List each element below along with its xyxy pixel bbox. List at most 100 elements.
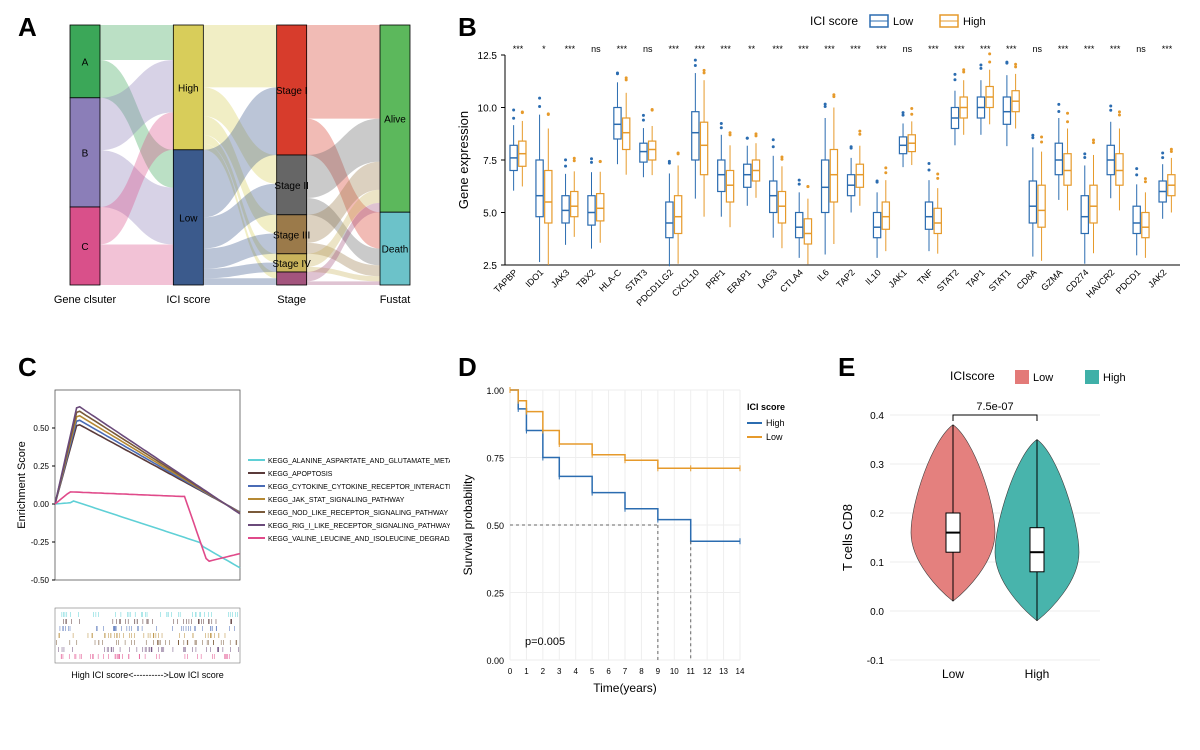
svg-text:High ICI score<---------->Low: High ICI score<---------->Low ICI score [71,670,224,680]
gsea-chart: -0.50 -0.25 0.00 0.25 0.50 Enrichment Score KE… [10,350,450,730]
svg-text:PRF1: PRF1 [704,267,727,290]
svg-text:2.5: 2.5 [483,261,497,272]
svg-text:0.00: 0.00 [486,656,504,666]
svg-text:Alive: Alive [384,115,406,126]
svg-text:**: ** [748,44,756,54]
svg-text:KEGG_VALINE_LEUCINE_AND_ISOLEU: KEGG_VALINE_LEUCINE_AND_ISOLEUCINE_DEGRA… [268,536,450,543]
svg-text:-0.1: -0.1 [867,656,885,667]
panel-a-label: A [18,12,37,43]
panel-a: A ABCHighLowStage IStage IIStage IIIStag… [10,10,450,350]
svg-text:HAVCR2: HAVCR2 [1084,267,1116,299]
svg-text:CXCL10: CXCL10 [670,267,701,298]
svg-text:6: 6 [606,667,611,676]
svg-text:GZMA: GZMA [1039,267,1064,292]
svg-text:***: *** [1006,44,1017,54]
svg-text:3: 3 [557,667,562,676]
svg-text:***: *** [565,44,576,54]
svg-text:Low: Low [766,432,783,442]
svg-text:***: *** [980,44,991,54]
boxplot-chart: 2.55.07.510.012.5Gene expressionICI scor… [450,10,1190,350]
svg-text:p=0.005: p=0.005 [525,636,565,648]
svg-text:***: *** [772,44,783,54]
svg-text:***: *** [928,44,939,54]
svg-text:0.50: 0.50 [33,424,49,433]
svg-text:*: * [542,44,546,54]
svg-text:1.00: 1.00 [486,386,504,396]
svg-text:0: 0 [508,667,513,676]
svg-text:KEGG_JAK_STAT_SIGNALING_PATHWA: KEGG_JAK_STAT_SIGNALING_PATHWAY [268,497,405,504]
svg-text:STAT2: STAT2 [935,267,961,293]
panel-e-label: E [838,352,855,383]
svg-text:B: B [82,148,89,159]
svg-text:CTLA4: CTLA4 [778,267,805,294]
svg-text:7: 7 [623,667,628,676]
svg-text:KEGG_RIG_I_LIKE_RECEPTOR_SIGNA: KEGG_RIG_I_LIKE_RECEPTOR_SIGNALING_PATHW… [268,523,450,530]
svg-text:Low: Low [1033,372,1053,384]
svg-text:***: *** [694,44,705,54]
svg-text:ICI score: ICI score [747,402,785,412]
svg-text:ICI score: ICI score [166,294,210,306]
svg-text:ns: ns [903,44,913,54]
svg-text:***: *** [617,44,628,54]
sankey-chart: ABCHighLowStage IStage IIStage IIIStage … [10,10,440,330]
svg-text:-0.25: -0.25 [31,538,50,547]
svg-text:ICIscore: ICIscore [950,369,995,383]
svg-text:0.4: 0.4 [870,411,884,422]
panel-c: C -0.50-0.250.000.250.50Enrichment Score… [10,350,450,740]
svg-text:Death: Death [382,245,409,256]
svg-text:***: *** [668,44,679,54]
svg-text:High: High [963,16,986,28]
svg-text:TNF: TNF [915,267,935,287]
svg-text:0.00: 0.00 [33,500,49,509]
svg-text:KEGG_ALANINE_ASPARTATE_AND_GLU: KEGG_ALANINE_ASPARTATE_AND_GLUTAMATE_MET… [268,458,450,465]
svg-text:0.50: 0.50 [486,521,504,531]
svg-text:***: *** [850,44,861,54]
svg-text:0.3: 0.3 [870,460,884,471]
svg-text:1: 1 [524,667,529,676]
svg-text:CD8A: CD8A [1015,267,1039,291]
svg-text:Enrichment Score: Enrichment Score [16,441,28,528]
svg-text:KEGG_APOPTOSIS: KEGG_APOPTOSIS [268,471,333,478]
svg-text:***: *** [720,44,731,54]
svg-text:KEGG_NOD_LIKE_RECEPTOR_SIGNALI: KEGG_NOD_LIKE_RECEPTOR_SIGNALING_PATHWAY [268,510,448,517]
svg-text:0.75: 0.75 [486,454,504,464]
svg-text:KEGG_CYTOKINE_CYTOKINE_RECEPTO: KEGG_CYTOKINE_CYTOKINE_RECEPTOR_INTERACT… [268,484,450,491]
svg-text:JAK1: JAK1 [887,267,909,289]
svg-text:14: 14 [736,667,745,676]
svg-text:10: 10 [670,667,679,676]
svg-text:4: 4 [573,667,578,676]
svg-text:JAK2: JAK2 [1146,267,1168,289]
svg-text:Gene clsuter: Gene clsuter [54,294,117,306]
svg-text:-0.50: -0.50 [31,576,50,585]
svg-text:11: 11 [687,667,696,676]
svg-text:A: A [82,57,89,68]
svg-text:***: *** [513,44,524,54]
svg-text:T cells CD8: T cells CD8 [840,504,855,571]
svg-text:Stage IV: Stage IV [272,259,311,270]
svg-text:0.25: 0.25 [33,462,49,471]
svg-text:***: *** [1162,44,1173,54]
svg-text:Stage III: Stage III [273,230,310,241]
svg-text:JAK3: JAK3 [549,267,571,289]
svg-text:Stage: Stage [277,294,306,306]
svg-text:High: High [1025,667,1050,681]
svg-text:***: *** [798,44,809,54]
svg-text:7.5e-07: 7.5e-07 [976,401,1013,413]
svg-text:***: *** [954,44,965,54]
svg-text:0.25: 0.25 [486,589,504,599]
svg-text:LAG3: LAG3 [756,267,779,290]
svg-text:PDCD1: PDCD1 [1114,267,1143,296]
svg-text:Time(years): Time(years) [593,681,657,695]
svg-text:ns: ns [1136,44,1146,54]
svg-text:***: *** [824,44,835,54]
svg-text:5.0: 5.0 [483,209,497,220]
svg-text:0.0: 0.0 [870,607,884,618]
svg-text:Fustat: Fustat [380,294,411,306]
panel-d-e: D 0.000.250.500.751.00012345678910111213… [450,350,1200,740]
svg-text:9: 9 [656,667,661,676]
svg-text:12.5: 12.5 [478,51,498,62]
svg-text:***: *** [1058,44,1069,54]
svg-text:ERAP1: ERAP1 [725,267,753,295]
svg-text:12: 12 [703,667,712,676]
svg-text:Survival probability: Survival probability [461,475,475,576]
